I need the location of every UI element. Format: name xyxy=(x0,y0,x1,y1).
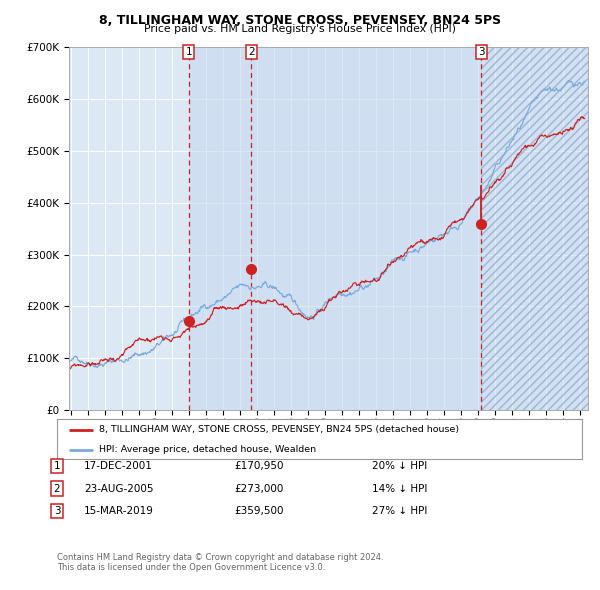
Text: 23-AUG-2005: 23-AUG-2005 xyxy=(84,484,154,493)
Bar xyxy=(481,47,588,410)
Text: 17-DEC-2001: 17-DEC-2001 xyxy=(84,461,153,471)
Text: Price paid vs. HM Land Registry's House Price Index (HPI): Price paid vs. HM Land Registry's House … xyxy=(144,24,456,34)
Text: 3: 3 xyxy=(478,47,485,57)
Text: 15-MAR-2019: 15-MAR-2019 xyxy=(84,506,154,516)
Text: £170,950: £170,950 xyxy=(234,461,284,471)
Bar xyxy=(251,47,481,410)
Bar xyxy=(481,47,588,410)
Text: 8, TILLINGHAM WAY, STONE CROSS, PEVENSEY, BN24 5PS: 8, TILLINGHAM WAY, STONE CROSS, PEVENSEY… xyxy=(99,14,501,27)
Text: 8, TILLINGHAM WAY, STONE CROSS, PEVENSEY, BN24 5PS (detached house): 8, TILLINGHAM WAY, STONE CROSS, PEVENSEY… xyxy=(99,425,459,434)
Text: Contains HM Land Registry data © Crown copyright and database right 2024.: Contains HM Land Registry data © Crown c… xyxy=(57,553,383,562)
Text: 27% ↓ HPI: 27% ↓ HPI xyxy=(372,506,427,516)
Text: 20% ↓ HPI: 20% ↓ HPI xyxy=(372,461,427,471)
Text: 1: 1 xyxy=(53,461,61,471)
Bar xyxy=(189,47,251,410)
Text: 2: 2 xyxy=(53,484,61,493)
Text: 1: 1 xyxy=(185,47,192,57)
Text: This data is licensed under the Open Government Licence v3.0.: This data is licensed under the Open Gov… xyxy=(57,563,325,572)
Text: 2: 2 xyxy=(248,47,254,57)
Text: £359,500: £359,500 xyxy=(234,506,284,516)
Text: HPI: Average price, detached house, Wealden: HPI: Average price, detached house, Weal… xyxy=(99,445,316,454)
Text: 14% ↓ HPI: 14% ↓ HPI xyxy=(372,484,427,493)
Text: 3: 3 xyxy=(53,506,61,516)
Text: £273,000: £273,000 xyxy=(234,484,283,493)
